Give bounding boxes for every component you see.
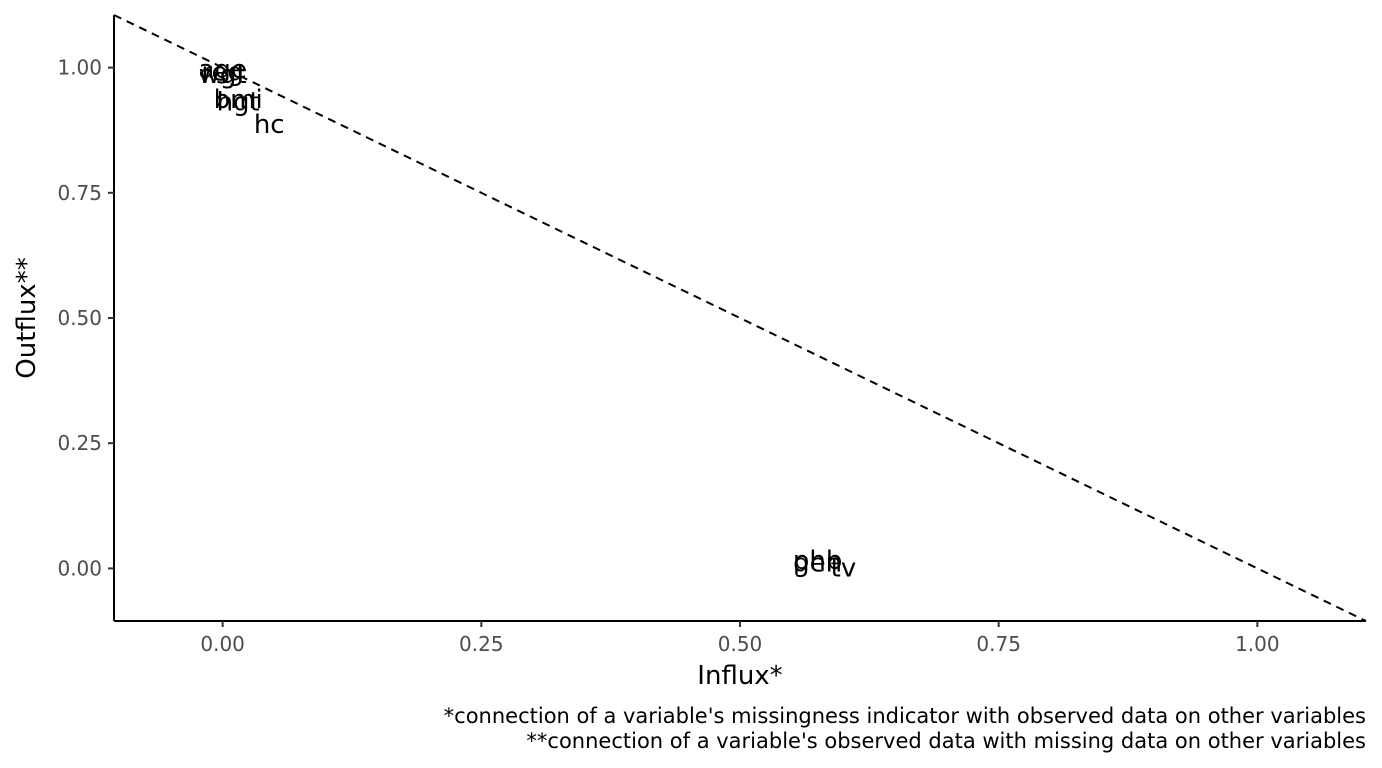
x-tick-label: 1.00 — [1235, 632, 1280, 656]
point-label-hgt: hgt — [217, 88, 260, 118]
caption-line-2: **connection of a variable's observed da… — [526, 729, 1366, 753]
x-tick-label: 0.25 — [459, 632, 504, 656]
y-axis-title: Outflux** — [12, 257, 42, 378]
point-label-hc: hc — [254, 110, 285, 140]
y-tick-label: 0.25 — [57, 431, 102, 455]
x-tick-label: 0.75 — [976, 632, 1021, 656]
reference-line — [113, 14, 1367, 622]
point-label-reg: reg — [201, 58, 244, 88]
x-tick-label: 0.00 — [200, 632, 245, 656]
point-label-phb: phb — [793, 546, 843, 576]
point-label-age: age — [198, 55, 246, 85]
caption-line-1: *connection of a variable's missingness … — [444, 704, 1366, 728]
point-label-wgt: wgt — [199, 60, 247, 90]
x-tick-label: 0.50 — [718, 632, 763, 656]
point-label-gen: gen — [793, 548, 842, 578]
y-tick-label: 0.75 — [57, 181, 102, 205]
point-label-bmi: bmi — [214, 85, 263, 115]
y-tick-label: 0.00 — [57, 556, 102, 580]
y-tick-label: 0.50 — [57, 306, 102, 330]
point-label-tv: tv — [831, 553, 857, 583]
plot-area: 0.00 0.25 0.50 0.75 1.00 0.00 0.25 0.50 0.75 1.00… — [57, 14, 1367, 656]
y-tick-label: 1.00 — [57, 56, 102, 80]
x-axis-title: Influx* — [697, 661, 782, 691]
